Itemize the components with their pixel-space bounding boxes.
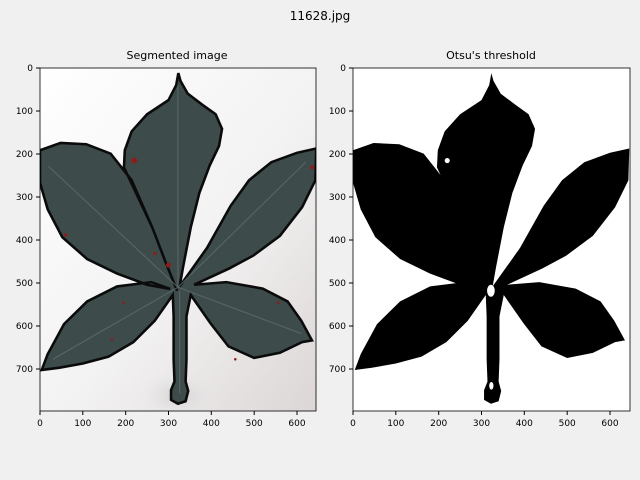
otsu-image xyxy=(353,68,630,411)
y-tick-label: 200 xyxy=(16,150,33,160)
y-tick-label: 700 xyxy=(329,365,346,375)
y-tick-label: 100 xyxy=(16,107,33,117)
x-tick-label: 200 xyxy=(117,419,134,429)
x-tick-label: 400 xyxy=(516,419,533,429)
y-tick-label: 300 xyxy=(329,193,346,203)
segmented-image xyxy=(40,68,316,411)
x-tick-label: 600 xyxy=(601,419,618,429)
x-tick-label: 500 xyxy=(559,419,576,429)
y-tick-label: 0 xyxy=(340,64,346,74)
y-tick-label: 600 xyxy=(16,322,33,332)
x-tick-label: 500 xyxy=(246,419,263,429)
y-axis-right: 0 100 200 300 400 500 600 700 xyxy=(329,64,353,375)
x-tick-label: 300 xyxy=(473,419,490,429)
figure-title: 11628.jpg xyxy=(289,9,351,23)
panel-otsu: Otsu's threshold 0 100 200 300 400 xyxy=(329,49,631,429)
y-axis-left: 0 100 200 300 400 500 600 700 xyxy=(16,64,40,375)
panel-segmented: Segmented image xyxy=(16,49,317,429)
y-tick-label: 100 xyxy=(329,107,346,117)
panel-title-segmented: Segmented image xyxy=(126,49,227,62)
x-axis-right: 0 100 200 300 400 500 600 xyxy=(350,411,619,429)
y-tick-label: 600 xyxy=(329,322,346,332)
y-tick-label: 500 xyxy=(16,279,33,289)
x-tick-label: 600 xyxy=(288,419,305,429)
y-tick-label: 400 xyxy=(329,236,346,246)
x-tick-label: 100 xyxy=(74,419,91,429)
x-tick-label: 0 xyxy=(37,419,43,429)
x-tick-label: 400 xyxy=(203,419,220,429)
y-tick-label: 300 xyxy=(16,193,33,203)
y-tick-label: 500 xyxy=(329,279,346,289)
y-tick-label: 700 xyxy=(16,365,33,375)
x-tick-label: 200 xyxy=(430,419,447,429)
panel-title-otsu: Otsu's threshold xyxy=(446,49,536,62)
x-tick-label: 100 xyxy=(387,419,404,429)
x-tick-label: 0 xyxy=(350,419,356,429)
x-axis-left: 0 100 200 300 400 500 600 xyxy=(37,411,306,429)
x-tick-label: 300 xyxy=(160,419,177,429)
y-tick-label: 400 xyxy=(16,236,33,246)
y-tick-label: 0 xyxy=(27,64,33,74)
y-tick-label: 200 xyxy=(329,150,346,160)
